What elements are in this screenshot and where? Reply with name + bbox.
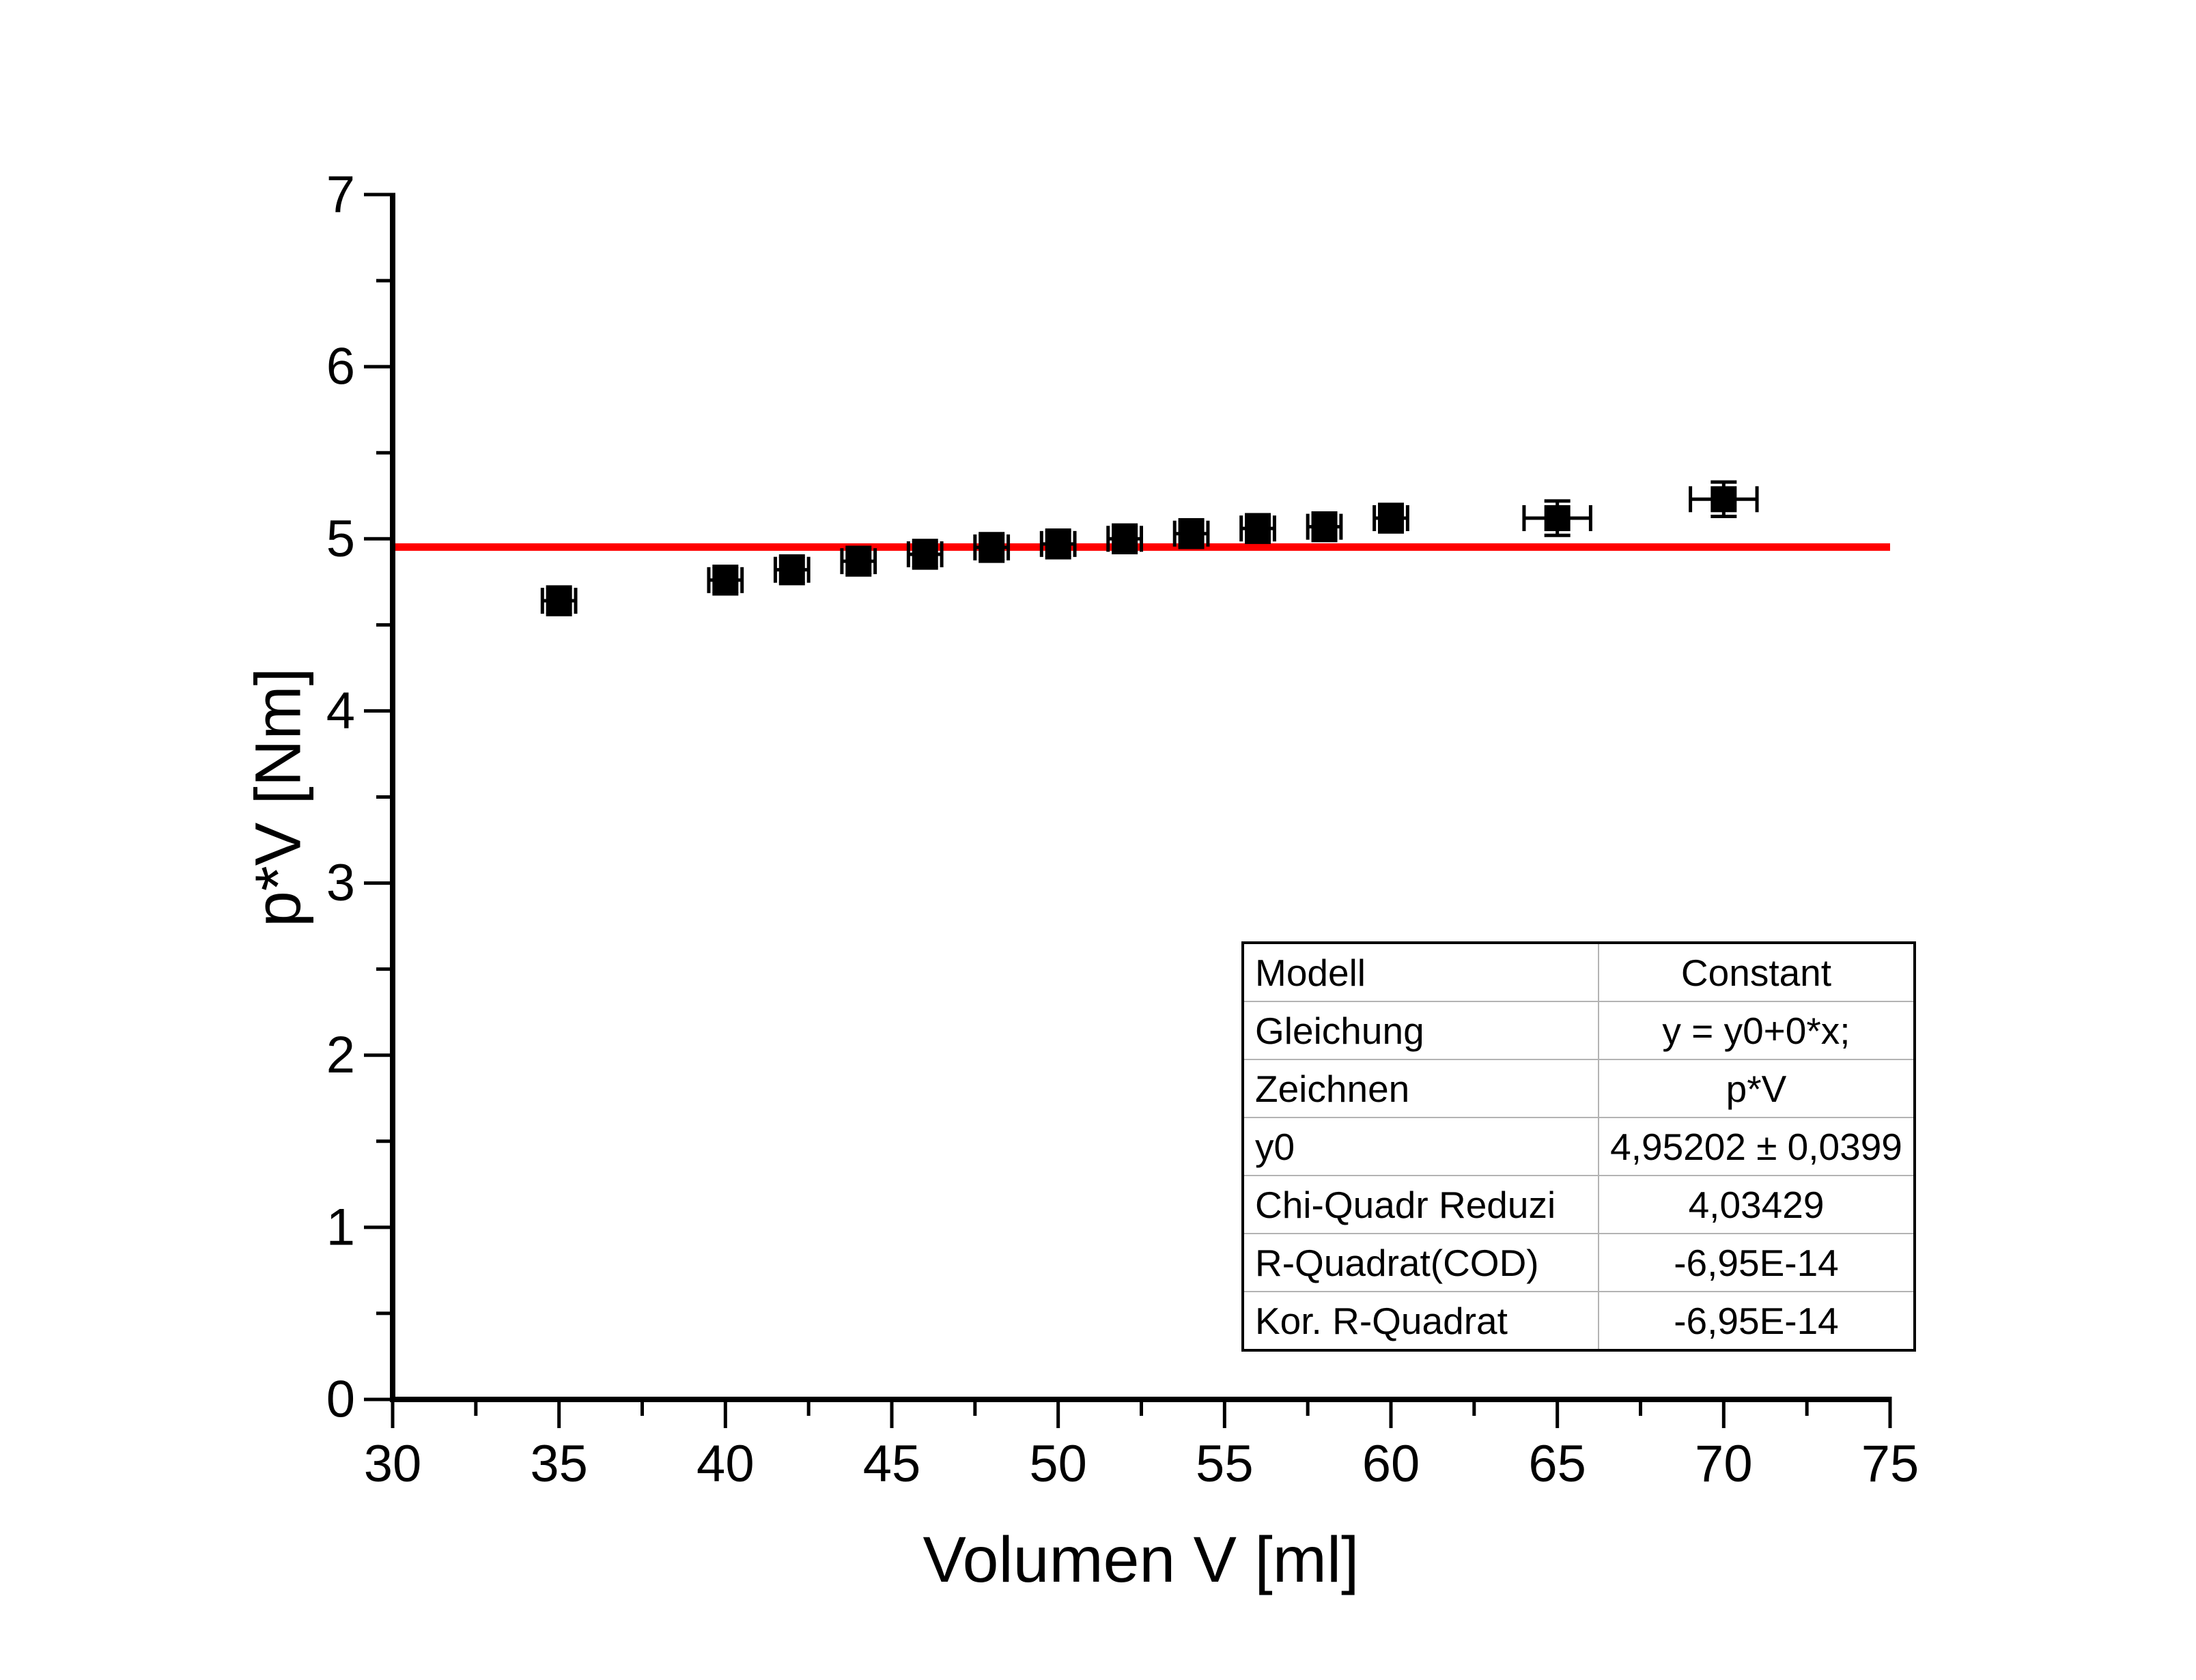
stats-row-value: y = y0+0*x; [1598, 1001, 1915, 1060]
fit-stats-table: Modell Constant Gleichung y = y0+0*x; Zeichn… [1241, 941, 1916, 1352]
y-tick-label: 3 [326, 854, 355, 912]
x-tick-label: 35 [530, 1435, 588, 1493]
data-point-marker [1544, 505, 1571, 532]
x-tick-label: 40 [696, 1435, 755, 1493]
stats-row-value: -6,95E-14 [1598, 1233, 1915, 1292]
y-tick-label: 0 [326, 1371, 355, 1429]
stats-table-row: Zeichnen p*V [1242, 1059, 1915, 1118]
x-tick-label: 45 [863, 1435, 921, 1493]
x-tick-label: 50 [1029, 1435, 1087, 1493]
y-tick-label: 2 [326, 1026, 355, 1084]
x-tick-label: 60 [1362, 1435, 1420, 1493]
data-point-marker [1045, 530, 1071, 557]
data-point-marker [912, 541, 938, 567]
data-point-marker [778, 556, 805, 583]
data-point-marker [979, 534, 1005, 560]
stats-table-row: Modell Constant [1242, 942, 1915, 1002]
stats-table-row: R-Quadrat(COD) -6,95E-14 [1242, 1233, 1915, 1292]
data-point-marker [1378, 505, 1404, 532]
y-tick-label: 7 [326, 166, 355, 224]
y-axis-title: p*V [Nm] [242, 667, 315, 928]
data-point-marker [1112, 526, 1138, 552]
data-point-marker [712, 567, 739, 593]
stats-row-value: 4,95202 ± 0,0399 [1598, 1117, 1915, 1176]
stats-row-label: Chi-Quadr Reduzi [1242, 1175, 1599, 1234]
stats-table-row: y0 4,95202 ± 0,0399 [1242, 1117, 1915, 1176]
stats-row-label: Kor. R-Quadrat [1242, 1291, 1599, 1351]
y-tick-label: 4 [326, 682, 355, 740]
stats-row-label: Modell [1242, 942, 1599, 1002]
x-tick-label: 70 [1695, 1435, 1753, 1493]
stats-table-row: Gleichung y = y0+0*x; [1242, 1001, 1915, 1060]
data-point-marker [546, 588, 572, 614]
stats-row-label: Gleichung [1242, 1001, 1599, 1060]
y-tick-label: 6 [326, 338, 355, 396]
data-point-marker [1711, 486, 1737, 513]
stats-table-row: Kor. R-Quadrat -6,95E-14 [1242, 1291, 1915, 1351]
stats-row-value: Constant [1598, 942, 1915, 1002]
data-point-marker [845, 548, 872, 575]
x-axis-title: Volumen V [ml] [923, 1524, 1360, 1596]
stats-row-label: y0 [1242, 1117, 1599, 1176]
stats-table-row: Chi-Quadr Reduzi 4,03429 [1242, 1175, 1915, 1234]
x-tick-label: 55 [1196, 1435, 1254, 1493]
stats-row-label: R-Quadrat(COD) [1242, 1233, 1599, 1292]
stats-row-value: 4,03429 [1598, 1175, 1915, 1234]
x-tick-label: 75 [1861, 1435, 1919, 1493]
stats-row-value: p*V [1598, 1059, 1915, 1118]
stats-row-label: Zeichnen [1242, 1059, 1599, 1118]
y-tick-label: 5 [326, 510, 355, 568]
x-tick-label: 65 [1528, 1435, 1586, 1493]
y-tick-label: 1 [326, 1198, 355, 1256]
data-point-marker [1311, 513, 1338, 540]
data-point-marker [1245, 515, 1271, 542]
stats-row-value: -6,95E-14 [1598, 1291, 1915, 1351]
x-tick-label: 30 [364, 1435, 422, 1493]
data-point-marker [1178, 520, 1205, 547]
